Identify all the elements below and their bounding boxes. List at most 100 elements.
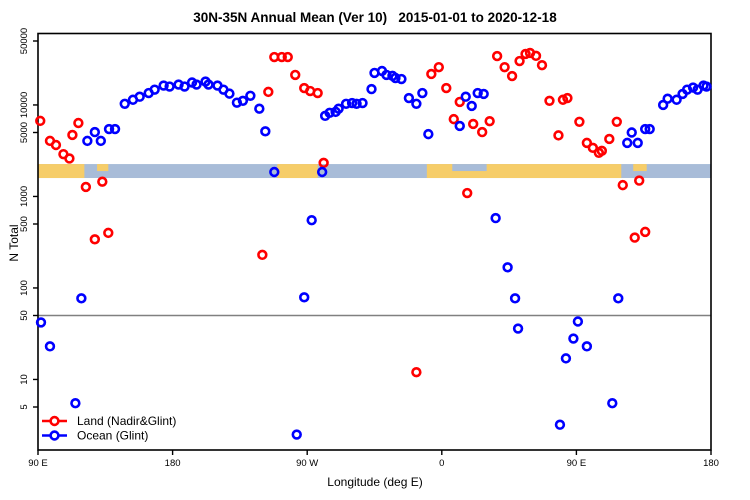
data-point-ocean: [316, 166, 328, 178]
data-point-ocean: [381, 69, 392, 81]
data-point-land: [514, 55, 525, 67]
data-point-land: [536, 59, 548, 71]
data-point-ocean: [340, 98, 352, 109]
data-point-land: [73, 117, 84, 129]
data-point-land: [448, 113, 459, 125]
data-point-ocean: [632, 137, 643, 149]
y-tick-label: 50000: [19, 28, 30, 54]
data-point-ocean: [306, 215, 317, 226]
data-point-land: [506, 70, 518, 82]
data-point-land: [276, 51, 287, 63]
data-point-land: [441, 82, 452, 94]
data-point-ocean: [454, 120, 465, 132]
data-point-ocean: [560, 353, 572, 364]
map-strip-land: [38, 164, 85, 179]
data-point-land: [596, 145, 608, 157]
data-point-ocean: [179, 81, 190, 92]
data-point-ocean: [512, 323, 524, 334]
data-point-land: [426, 68, 437, 80]
data-point-ocean: [351, 98, 362, 109]
data-point-ocean: [269, 166, 280, 178]
data-point-land: [50, 139, 62, 151]
data-point-land: [634, 175, 645, 186]
data-point-ocean: [191, 79, 202, 90]
data-point-ocean: [164, 81, 175, 92]
data-point-land: [97, 176, 108, 187]
data-point-ocean: [134, 91, 145, 102]
data-point-ocean: [76, 293, 87, 304]
data-point-ocean: [411, 98, 422, 109]
data-point-ocean: [357, 97, 368, 109]
data-point-ocean: [581, 341, 593, 352]
data-point-land: [290, 69, 301, 81]
data-point-ocean: [82, 135, 93, 147]
data-point-ocean: [460, 91, 471, 102]
data-point-land: [520, 48, 531, 60]
x-axis-title: Longitude (deg E): [327, 475, 423, 489]
data-point-land: [282, 51, 293, 63]
data-point-ocean: [366, 83, 377, 95]
chart-title: 30N-35N Annual Mean (Ver 10) 2015-01-01 …: [193, 10, 557, 25]
data-point-land: [617, 179, 628, 191]
legend-marker: [49, 415, 60, 427]
x-tick-label: 0: [439, 458, 444, 469]
data-point-land: [318, 157, 329, 169]
data-point-ocean: [35, 317, 47, 328]
data-point-ocean: [626, 127, 637, 138]
data-point-ocean: [333, 103, 344, 114]
data-point-land: [35, 115, 46, 127]
y-tick-label: 1000: [19, 186, 30, 207]
data-point-land: [257, 249, 268, 261]
x-tick-label: 90 W: [296, 458, 318, 469]
data-point-ocean: [466, 100, 477, 112]
legend-label: Ocean (Glint): [77, 429, 148, 443]
data-point-ocean: [622, 137, 633, 149]
data-point-land: [411, 367, 422, 378]
data-point-ocean: [324, 107, 335, 119]
data-point-land: [553, 130, 564, 141]
data-point-ocean: [149, 84, 160, 95]
data-point-ocean: [502, 262, 513, 273]
data-point-ocean: [89, 126, 101, 138]
legend-marker: [49, 430, 60, 441]
data-point-ocean: [607, 398, 618, 409]
data-point-ocean: [390, 72, 401, 84]
data-point-ocean: [291, 429, 302, 440]
data-point-land: [604, 133, 615, 145]
data-point-land: [562, 92, 573, 104]
x-tick-label: 90 E: [567, 458, 587, 469]
data-point-land: [544, 95, 555, 107]
data-point-land: [67, 129, 78, 141]
data-point-ocean: [299, 292, 310, 303]
data-point-ocean: [423, 128, 434, 140]
map-strip-sea-notch: [452, 164, 487, 172]
data-point-ocean: [396, 73, 407, 85]
y-tick-label: 5: [19, 404, 30, 409]
data-point-land: [89, 234, 101, 245]
data-point-ocean: [472, 87, 483, 99]
data-point-ocean: [245, 90, 256, 101]
data-point-ocean: [403, 92, 415, 104]
y-tick-label: 500: [19, 216, 30, 232]
data-point-ocean: [260, 126, 271, 137]
data-point-land: [530, 50, 542, 62]
data-point-land: [484, 115, 495, 127]
data-point-ocean: [158, 80, 169, 91]
data-point-land: [587, 142, 599, 154]
plot-box: [37, 32, 712, 451]
data-point-land: [476, 126, 488, 138]
map-strip-land: [277, 164, 318, 179]
x-tick-label: 180: [703, 458, 719, 469]
data-point-land: [629, 232, 640, 243]
data-point-land: [263, 86, 274, 98]
data-point-ocean: [254, 103, 265, 114]
data-point-ocean: [701, 81, 712, 92]
data-point-land: [454, 96, 465, 108]
data-point-ocean: [662, 93, 673, 104]
plot-generated-content: 90 E 180 90 W 0 90 E 180 5 10 50 100 500 1000 5000 10…: [19, 28, 719, 469]
map-strip-land-island: [633, 164, 647, 172]
data-point-land: [312, 87, 323, 99]
data-point-land: [499, 61, 510, 73]
data-point-land: [80, 181, 92, 193]
